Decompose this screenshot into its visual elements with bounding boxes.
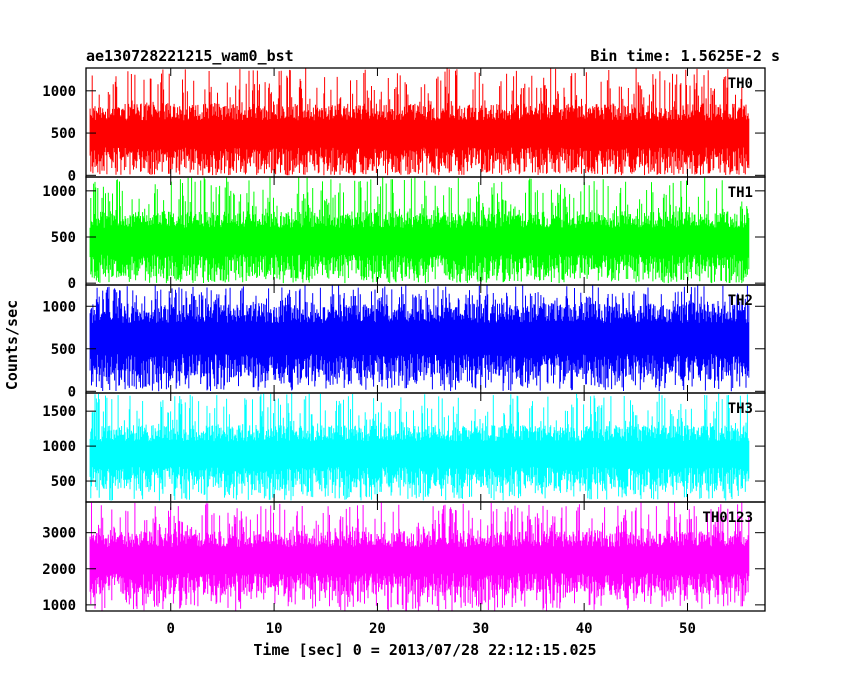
panel-label-th2: TH2 [728, 293, 753, 309]
panel-th0: 0 500 1000 TH0 [42, 67, 766, 184]
panel-label-th3: TH3 [728, 401, 753, 417]
panels-group: 0 500 1000 TH0 0 500 1000 TH1 0 500 1000 TH2 500 1000… [42, 67, 766, 614]
x-tick-label: 30 [472, 621, 489, 637]
y-tick-label: 2000 [42, 562, 76, 578]
y-tick-label: 500 [51, 342, 76, 358]
chart-title-left: ae130728221215_wam0_bst [86, 47, 294, 65]
y-tick-label: 1500 [42, 404, 76, 420]
y-tick-label: 0 [68, 384, 76, 400]
chart-title-right: Bin time: 1.5625E-2 s [590, 47, 780, 65]
y-tick-label: 500 [51, 474, 76, 490]
panel-th2: 0 500 1000 TH2 [42, 284, 766, 400]
x-axis-label: Time [sec] 0 = 2013/07/28 22:12:15.025 [253, 641, 596, 659]
y-tick-label: 1000 [42, 598, 76, 614]
panel-th3: 500 1000 1500 TH3 [42, 392, 766, 503]
x-tick-label: 50 [679, 621, 696, 637]
panel-label-th0: TH0 [728, 76, 753, 92]
series-th3 [89, 393, 750, 501]
x-axis-ticks: 0 10 20 30 40 50 [167, 621, 696, 637]
series-th1 [89, 177, 750, 284]
x-tick-label: 0 [167, 621, 175, 637]
y-axis-label: Counts/sec [3, 300, 21, 390]
panel-th1: 0 500 1000 TH1 [42, 176, 766, 292]
panel-label-th1: TH1 [728, 185, 753, 201]
panel-label-th0123: TH0123 [702, 510, 753, 526]
series-th0123 [89, 502, 750, 611]
series-th2 [89, 285, 750, 392]
y-tick-label: 1000 [42, 439, 76, 455]
y-tick-label: 500 [51, 230, 76, 246]
panel-frame [85, 501, 766, 612]
y-tick-label: 3000 [42, 526, 76, 542]
x-tick-label: 10 [266, 621, 283, 637]
y-tick-label: 1000 [42, 184, 76, 200]
x-tick-label: 40 [576, 621, 593, 637]
y-tick-label: 0 [68, 276, 76, 292]
x-tick-label: 20 [369, 621, 386, 637]
y-tick-label: 500 [51, 126, 76, 142]
y-tick-label: 1000 [42, 299, 76, 315]
panel-th0123: 1000 2000 3000 TH0123 [42, 501, 766, 614]
y-tick-label: 1000 [42, 84, 76, 100]
series-th0 [89, 68, 750, 176]
y-tick-label: 0 [68, 168, 76, 184]
